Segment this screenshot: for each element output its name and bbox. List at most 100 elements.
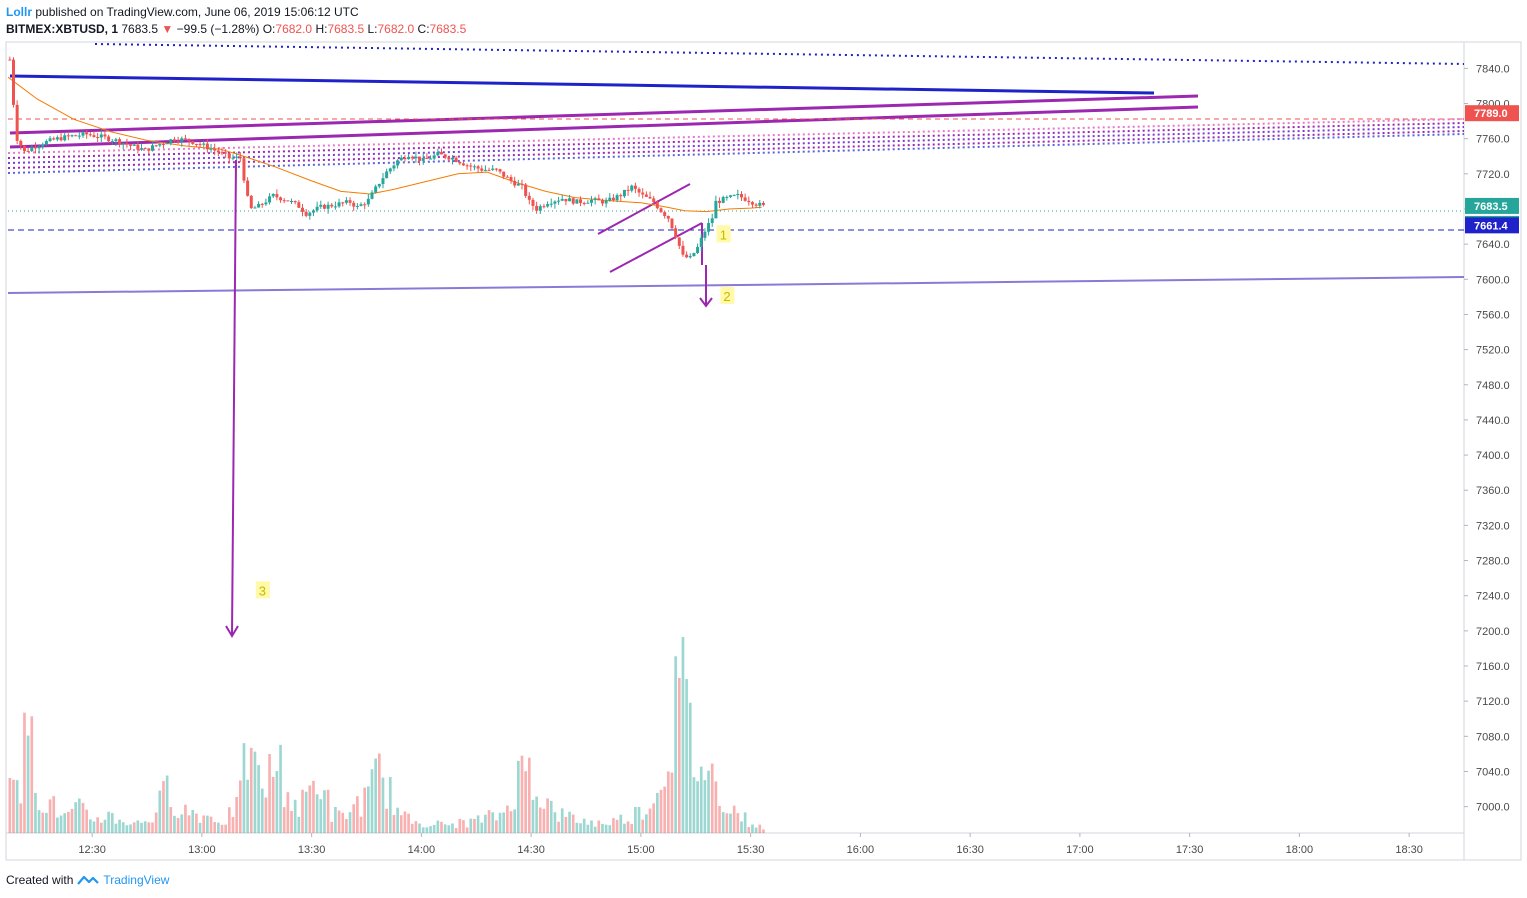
volume-bar [564, 816, 568, 833]
volume-bar [502, 812, 506, 833]
footer-brand[interactable]: TradingView [103, 873, 170, 887]
candle-down [611, 197, 615, 201]
candle-down [440, 152, 444, 155]
candle-down [579, 199, 583, 203]
price-tick-label: 7080.0 [1476, 731, 1510, 743]
volume-bar [96, 817, 99, 833]
candle-up [491, 168, 495, 170]
candle-down [300, 207, 304, 212]
volume-bar [751, 824, 754, 833]
candle-down [750, 202, 754, 205]
candle-up [81, 132, 85, 136]
candle-up [429, 158, 433, 160]
volume-bar [454, 828, 458, 833]
candle-down [648, 196, 652, 199]
price-tick-label: 7480.0 [1476, 380, 1510, 392]
volume-bar [206, 815, 209, 833]
candle-down [88, 134, 92, 136]
volume-bar [685, 679, 688, 833]
candle-down [143, 148, 147, 150]
candle-down [118, 139, 122, 145]
candle-up [688, 256, 692, 258]
footer-branding: Created with TradingView [6, 873, 169, 887]
wedge-lower-line[interactable] [609, 222, 703, 273]
candle-down [520, 183, 524, 185]
candle-up [41, 144, 45, 147]
candle-down [443, 154, 447, 158]
volume-bar [758, 824, 762, 833]
candle-down [761, 202, 765, 205]
price-tick-label: 7000.0 [1476, 802, 1510, 814]
price-tag [1465, 105, 1519, 122]
volume-bar [677, 677, 681, 833]
time-tick-label: 15:00 [627, 844, 655, 856]
volume-bar [345, 819, 348, 833]
candle-down [461, 163, 465, 166]
candle-up [359, 204, 363, 206]
candle-up [319, 204, 323, 207]
purple-dotted-line-2[interactable] [7, 126, 1465, 164]
volume-bar [535, 796, 538, 833]
candle-down [637, 188, 641, 193]
price-tick-label: 7600.0 [1476, 274, 1510, 286]
volume-bar [385, 808, 388, 833]
volume-bar [19, 803, 23, 833]
annotation-label: 1 [720, 227, 727, 242]
pink-dotted-line[interactable] [7, 118, 1465, 154]
volume-bar [520, 755, 524, 833]
candle-up [436, 152, 440, 156]
candle-down [191, 141, 195, 144]
candle-down [297, 202, 301, 208]
volume-bar [762, 829, 765, 833]
volume-bar [557, 821, 560, 833]
candle-down [279, 197, 283, 201]
volume-bar [45, 812, 48, 833]
time-tick-label: 14:00 [408, 844, 436, 856]
candle-up [432, 155, 436, 159]
purple-dotted-line-3[interactable] [7, 130, 1465, 169]
volume-bar [688, 702, 692, 833]
tradingview-logo-icon [77, 875, 100, 885]
candle-down [33, 147, 37, 149]
volume-bar [143, 821, 147, 833]
candle-up [271, 194, 275, 197]
candle-down [275, 194, 279, 198]
price-tick-label: 7160.0 [1476, 661, 1510, 673]
time-tick-label: 13:00 [188, 844, 216, 856]
volume-bar [648, 808, 652, 833]
volume-bar [487, 810, 491, 833]
volume-bar [301, 789, 304, 833]
candle-down [348, 200, 352, 203]
purple-channel-lower[interactable] [9, 105, 1199, 149]
lavender-support-line[interactable] [7, 276, 1465, 294]
time-axis[interactable]: 12:30 13:00 13:30 14:00 14:30 15:00 15:30 16:00… [78, 833, 1423, 856]
upper-dotted-trendline[interactable] [94, 43, 1465, 65]
symbol-label[interactable]: BITMEX:XBTUSD, 1 [6, 22, 119, 36]
author-name[interactable]: Lollr [6, 5, 32, 19]
wedge-upper-line[interactable] [597, 183, 691, 235]
volume-bar [425, 827, 429, 833]
volume-bar [63, 813, 67, 833]
candle-up [729, 195, 733, 197]
candle-down [242, 158, 246, 181]
blue-resistance-line[interactable] [9, 74, 1155, 95]
high-label: H: [315, 22, 328, 36]
candle-up [392, 165, 396, 169]
candle-down [626, 189, 630, 191]
volume-bar [367, 786, 370, 833]
candle-down [458, 161, 462, 164]
candle-down [487, 169, 491, 171]
price-axis[interactable]: 7840.07800.07760.07720.07680.07640.07600… [1464, 63, 1510, 814]
volume-bar [370, 769, 374, 833]
volume-bar [495, 820, 498, 833]
purple-channel-upper[interactable] [9, 94, 1199, 135]
volume-bar [176, 818, 180, 833]
volume-bar [173, 815, 176, 833]
candle-down [205, 143, 209, 150]
candle-up [253, 207, 257, 209]
candle-up [55, 137, 59, 140]
volume-bar [363, 787, 367, 833]
candle-up [696, 246, 700, 254]
projection-arrow-3[interactable] [231, 159, 237, 636]
